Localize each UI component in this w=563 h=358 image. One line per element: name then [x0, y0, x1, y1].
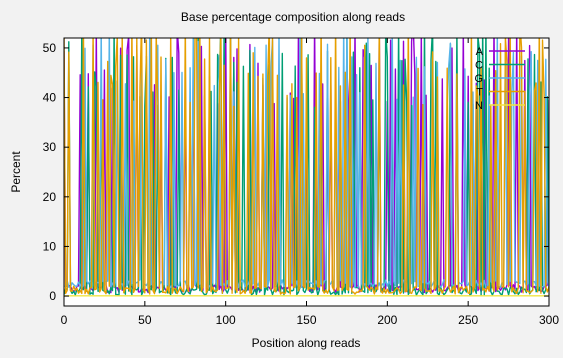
y-tick-label: 20	[43, 190, 57, 204]
y-tick-label: 50	[43, 41, 57, 55]
series-line-C	[64, 38, 549, 296]
legend-label-G: G	[474, 73, 483, 85]
x-axis-label: Position along reads	[252, 336, 361, 350]
x-tick-label: 100	[216, 313, 236, 327]
y-tick-label: 40	[43, 91, 57, 105]
series-line-T	[64, 38, 549, 295]
tick-layer: 0 50 100 150 200 250 300 0 10 20 30 40 50	[43, 38, 559, 327]
x-tick-label: 300	[539, 313, 559, 327]
legend-label-A: A	[476, 46, 484, 58]
chart-title: Base percentage composition along reads	[181, 10, 405, 24]
legend-label-T: T	[476, 87, 483, 99]
y-tick-label: 10	[43, 239, 57, 253]
legend-label-N: N	[475, 100, 483, 112]
x-tick-label: 150	[296, 313, 316, 327]
y-tick-label: 30	[43, 140, 57, 154]
series-layer	[64, 38, 549, 297]
x-tick-label: 0	[61, 313, 68, 327]
x-tick-label: 250	[458, 313, 478, 327]
legend-label-C: C	[475, 60, 483, 72]
y-axis-label: Percent	[9, 151, 23, 193]
x-tick-label: 50	[138, 313, 152, 327]
x-tick-label: 200	[377, 313, 397, 327]
y-tick-label: 0	[49, 289, 56, 303]
